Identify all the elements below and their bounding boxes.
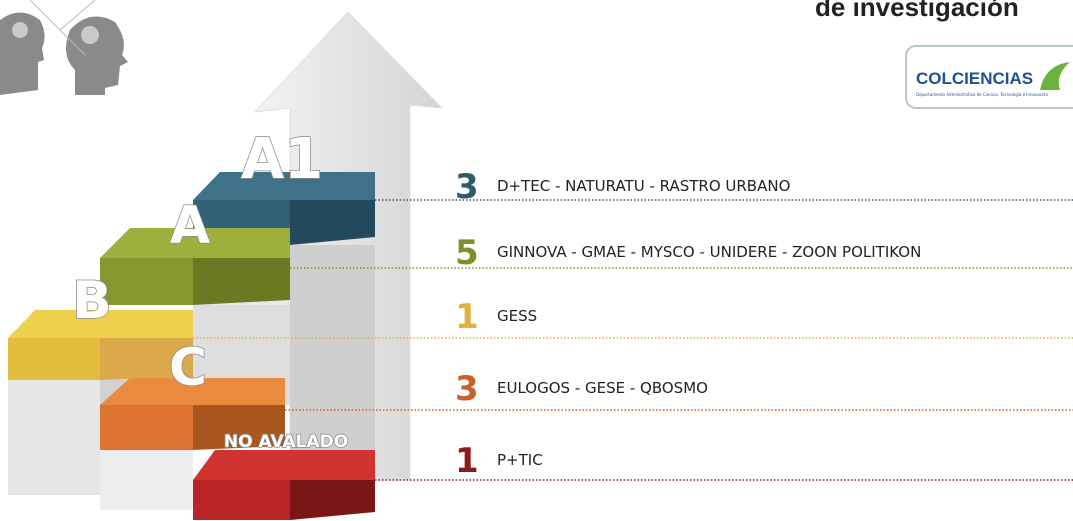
level-label: NO AVALADO [224, 432, 348, 452]
group-count: 3 [455, 167, 479, 207]
group-count: 1 [455, 441, 479, 481]
title: de investigación [815, 0, 1019, 22]
group-count: 3 [455, 369, 479, 409]
level-label: C [169, 338, 207, 398]
group-count: 1 [455, 297, 479, 337]
logo-subtitle: Departamento Administrativo de Ciencia, … [916, 92, 1049, 97]
group-names: EULOGOS - GESE - QBOSMO [497, 379, 708, 397]
logo-name: COLCIENCIAS [916, 69, 1033, 88]
group-names: GINNOVA - GMAE - MYSCO - UNIDERE - ZOON … [497, 243, 921, 261]
level-label: A1 [241, 127, 323, 192]
group-count: 5 [455, 233, 479, 273]
level-label: B [72, 271, 112, 331]
infographic: de investigación COLCIENCIAS Departament… [0, 0, 1073, 521]
level-label: A [170, 196, 210, 256]
group-names: D+TEC - NATURATU - RASTRO URBANO [497, 177, 790, 195]
group-names: P+TIC [497, 451, 543, 469]
heads-icon [0, 0, 128, 95]
group-names: GESS [497, 307, 537, 325]
logo: COLCIENCIAS Departamento Administrativo … [906, 46, 1073, 108]
